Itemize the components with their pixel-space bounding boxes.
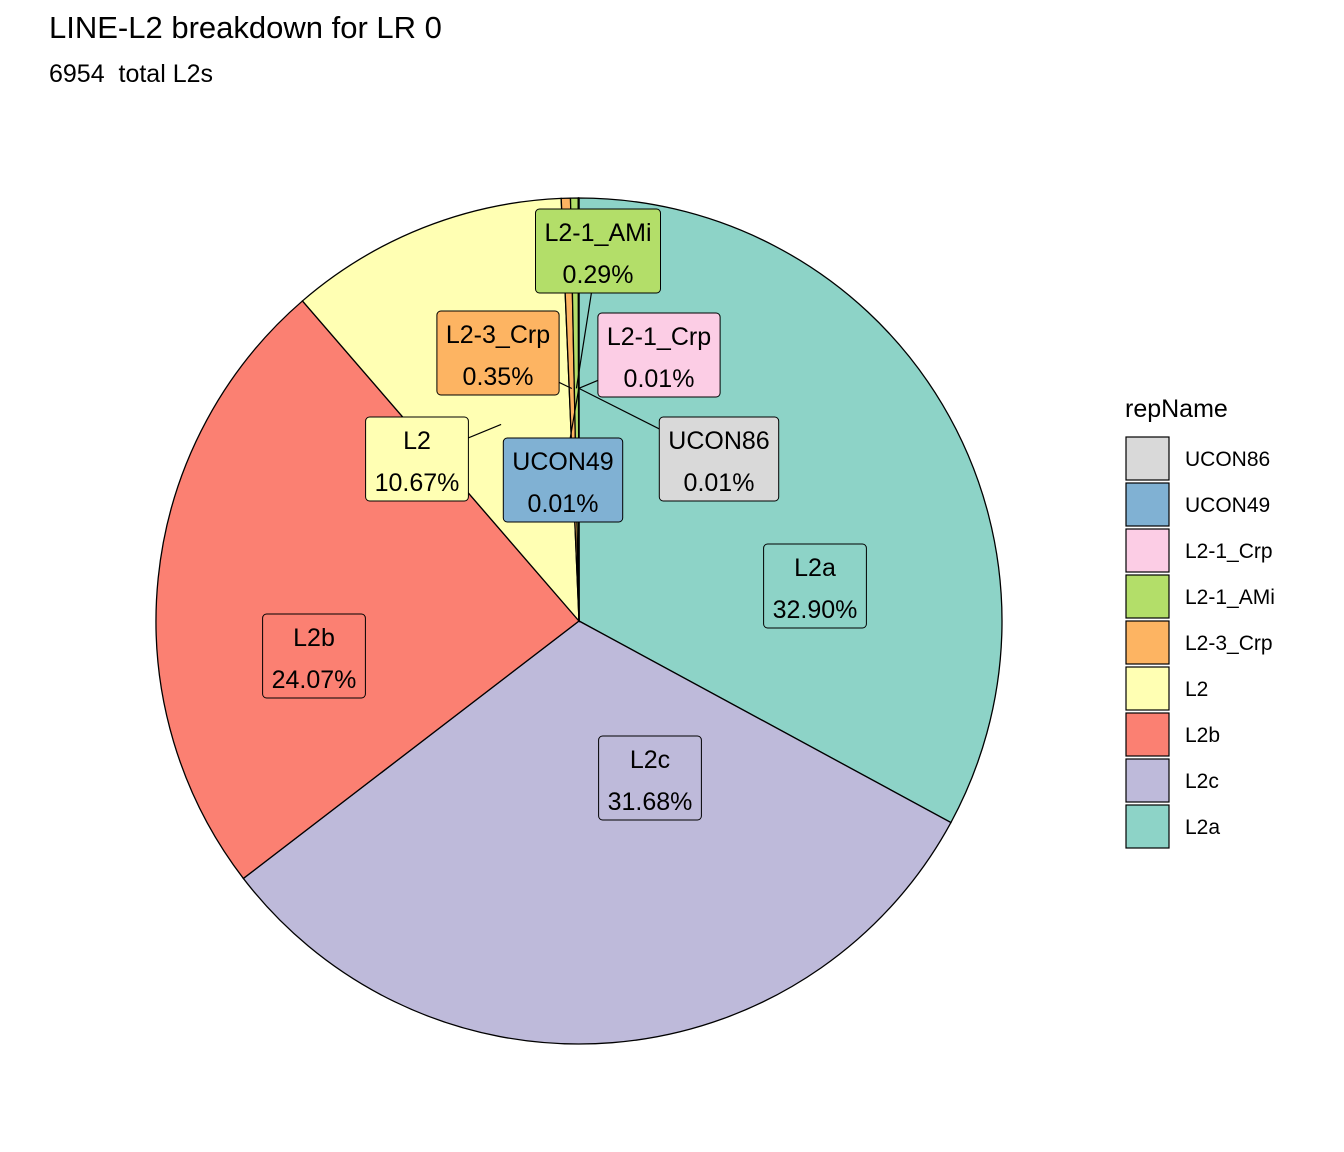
slice-label-ucon49: UCON49 0.01%	[502, 437, 624, 523]
slice-label-percent: 31.68%	[608, 788, 693, 816]
slice-label-ucon86: UCON86 0.01%	[658, 416, 780, 502]
legend-label: L2-1_Crp	[1185, 540, 1273, 563]
legend-swatch	[1125, 620, 1170, 665]
legend-swatch	[1125, 574, 1170, 619]
slice-label-name: L2-1_AMi	[545, 219, 652, 247]
legend-item-l2: L2	[1125, 666, 1208, 711]
legend-item-ucon49: UCON49	[1125, 482, 1270, 527]
slice-label-name: L2-3_Crp	[446, 321, 550, 349]
slice-label-l2-3-crp: L2-3_Crp 0.35%	[436, 310, 560, 396]
slice-label-name: UCON49	[512, 448, 613, 476]
legend-swatch	[1125, 482, 1170, 527]
slice-label-percent: 0.01%	[624, 365, 695, 393]
slice-label-box	[365, 416, 469, 502]
slice-label-box	[535, 208, 661, 294]
slice-label-name: L2	[403, 427, 431, 455]
legend-label: UCON86	[1185, 448, 1270, 471]
pie-slice-l2c	[242, 620, 952, 1045]
slice-label-percent: 10.67%	[375, 469, 460, 497]
slice-label-l2-1-crp: L2-1_Crp 0.01%	[597, 312, 721, 398]
slice-label-name: L2b	[293, 624, 335, 652]
slice-label-box	[597, 312, 721, 398]
slice-label-name: UCON86	[668, 427, 769, 455]
slice-label-l2a: L2a 32.90%	[763, 543, 867, 629]
slice-label-box	[436, 310, 560, 396]
legend-swatch	[1125, 804, 1170, 849]
legend-label: L2b	[1185, 724, 1220, 747]
legend-label: L2-3_Crp	[1185, 632, 1273, 655]
legend-item-l2-1-crp: L2-1_Crp	[1125, 528, 1273, 573]
pie-slice-l2b	[155, 300, 580, 880]
legend-swatch	[1125, 712, 1170, 757]
slice-label-name: L2-1_Crp	[607, 323, 711, 351]
slice-label-l2: L2 10.67%	[365, 416, 469, 502]
slice-label-box	[502, 437, 624, 523]
legend-item-l2a: L2a	[1125, 804, 1220, 849]
legend-swatch	[1125, 758, 1170, 803]
slice-label-box	[262, 613, 366, 699]
slice-labels: L2a 32.90% L2c 31.68% L2b 24.07% L2 10.67% L2-3_…	[262, 208, 867, 821]
slice-label-percent: 0.29%	[563, 261, 634, 289]
legend-item-l2-3-crp: L2-3_Crp	[1125, 620, 1273, 665]
legend-swatch	[1125, 436, 1170, 481]
legend-swatch	[1125, 666, 1170, 711]
legend-label: L2a	[1185, 816, 1220, 839]
legend-item-ucon86: UCON86	[1125, 436, 1270, 481]
slice-label-l2-1-ami: L2-1_AMi 0.29%	[535, 208, 661, 294]
legend-item-l2b: L2b	[1125, 712, 1220, 757]
legend-title: repName	[1125, 395, 1228, 423]
slice-label-percent: 24.07%	[272, 666, 357, 694]
slice-label-box	[763, 543, 867, 629]
slice-label-box	[658, 416, 780, 502]
slice-label-name: L2a	[794, 554, 836, 582]
chart-title: LINE-L2 breakdown for LR 0	[49, 10, 442, 45]
slice-label-box	[598, 735, 702, 821]
slice-label-l2b: L2b 24.07%	[262, 613, 366, 699]
legend-label: L2c	[1185, 770, 1219, 793]
legend-label: L2	[1185, 678, 1208, 701]
slice-label-percent: 0.01%	[684, 469, 755, 497]
slice-label-l2c: L2c 31.68%	[598, 735, 702, 821]
slice-label-percent: 0.01%	[528, 490, 599, 518]
legend-item-l2c: L2c	[1125, 758, 1219, 803]
slice-label-percent: 32.90%	[773, 596, 858, 624]
slice-label-name: L2c	[630, 746, 670, 774]
chart-subtitle: 6954 total L2s	[49, 60, 214, 88]
legend-swatch	[1125, 528, 1170, 573]
slice-label-percent: 0.35%	[463, 363, 534, 391]
legend: repName UCON86 UCON49 L2-1_Crp L2-1_AMi L2-3_…	[1125, 395, 1275, 849]
legend-label: L2-1_AMi	[1185, 586, 1275, 609]
legend-item-l2-1-ami: L2-1_AMi	[1125, 574, 1275, 619]
legend-label: UCON49	[1185, 494, 1270, 517]
